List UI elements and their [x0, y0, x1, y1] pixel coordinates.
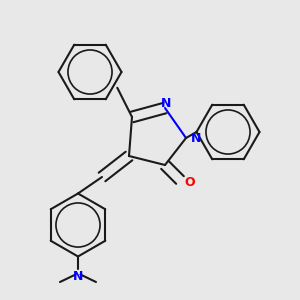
Text: N: N [73, 270, 83, 283]
Text: O: O [184, 176, 195, 190]
Text: N: N [190, 131, 201, 145]
Text: N: N [161, 97, 172, 110]
